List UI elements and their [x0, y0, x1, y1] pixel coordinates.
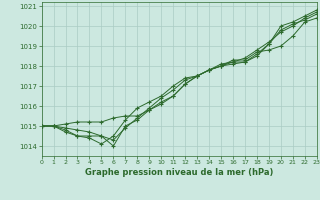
X-axis label: Graphe pression niveau de la mer (hPa): Graphe pression niveau de la mer (hPa) [85, 168, 273, 177]
